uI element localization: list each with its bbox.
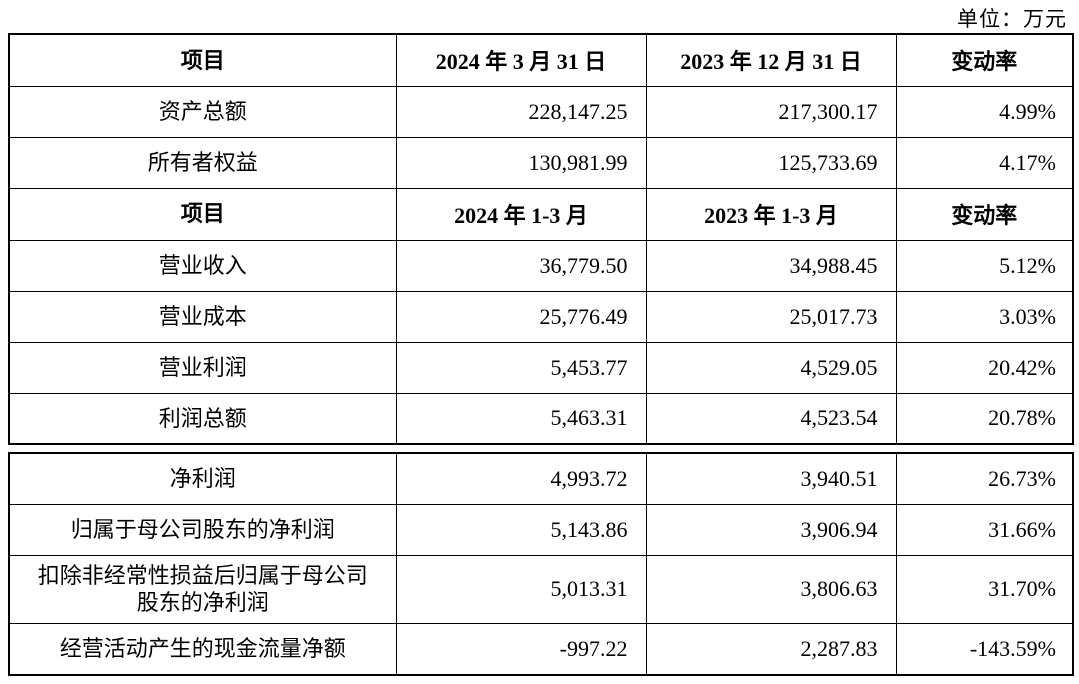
- header-period-prior: 2023 年 1-3 月: [645, 187, 897, 241]
- header-change-rate: 变动率: [895, 33, 1074, 87]
- value-current-cell: 36,779.50: [395, 239, 647, 292]
- value-current-cell: 25,776.49: [395, 290, 647, 343]
- value-prior-cell: 125,733.69: [645, 136, 897, 189]
- value-prior-cell: 3,906.94: [645, 503, 897, 556]
- change-rate-cell: 20.78%: [895, 392, 1074, 445]
- value-prior-cell: 2,287.83: [645, 622, 897, 676]
- table-row: 所有者权益 130,981.99 125,733.69 4.17%: [8, 136, 1074, 189]
- header-change-rate: 变动率: [895, 187, 1074, 241]
- item-cell: 扣除非经常性损益后归属于母公司股东的净利润: [8, 554, 397, 624]
- table-header-balance: 项目 2024 年 3 月 31 日 2023 年 12 月 31 日 变动率: [8, 33, 1074, 87]
- header-date-prior: 2023 年 12 月 31 日: [645, 33, 897, 87]
- table-row: 营业收入 36,779.50 34,988.45 5.12%: [8, 239, 1074, 292]
- value-current-cell: 228,147.25: [395, 85, 647, 138]
- header-item: 项目: [8, 33, 397, 87]
- change-rate-cell: 3.03%: [895, 290, 1074, 343]
- change-rate-cell: 4.17%: [895, 136, 1074, 189]
- financial-summary-table-top: 项目 2024 年 3 月 31 日 2023 年 12 月 31 日 变动率 …: [8, 33, 1074, 445]
- change-rate-cell: -143.59%: [895, 622, 1074, 676]
- value-prior-cell: 3,806.63: [645, 554, 897, 624]
- value-current-cell: 4,993.72: [395, 452, 647, 505]
- table-row: 利润总额 5,463.31 4,523.54 20.78%: [8, 392, 1074, 445]
- value-prior-cell: 34,988.45: [645, 239, 897, 292]
- table-header-income: 项目 2024 年 1-3 月 2023 年 1-3 月 变动率: [8, 187, 1074, 241]
- table-row: 扣除非经常性损益后归属于母公司股东的净利润 5,013.31 3,806.63 …: [8, 554, 1074, 624]
- value-current-cell: 5,013.31: [395, 554, 647, 624]
- change-rate-cell: 31.70%: [895, 554, 1074, 624]
- table-row: 净利润 4,993.72 3,940.51 26.73%: [8, 452, 1074, 505]
- table-row: 营业利润 5,453.77 4,529.05 20.42%: [8, 341, 1074, 394]
- item-cell: 所有者权益: [8, 136, 397, 189]
- value-prior-cell: 4,523.54: [645, 392, 897, 445]
- value-prior-cell: 217,300.17: [645, 85, 897, 138]
- item-cell: 资产总额: [8, 85, 397, 138]
- financial-summary-table-bottom: 净利润 4,993.72 3,940.51 26.73% 归属于母公司股东的净利…: [8, 452, 1074, 676]
- item-cell: 营业收入: [8, 239, 397, 292]
- table-row: 资产总额 228,147.25 217,300.17 4.99%: [8, 85, 1074, 138]
- item-cell: 利润总额: [8, 392, 397, 445]
- value-prior-cell: 3,940.51: [645, 452, 897, 505]
- item-cell: 营业成本: [8, 290, 397, 343]
- item-cell: 净利润: [8, 452, 397, 505]
- item-cell: 归属于母公司股东的净利润: [8, 503, 397, 556]
- table-row: 营业成本 25,776.49 25,017.73 3.03%: [8, 290, 1074, 343]
- change-rate-cell: 20.42%: [895, 341, 1074, 394]
- table-row: 归属于母公司股东的净利润 5,143.86 3,906.94 31.66%: [8, 503, 1074, 556]
- header-period-current: 2024 年 1-3 月: [395, 187, 647, 241]
- change-rate-cell: 5.12%: [895, 239, 1074, 292]
- change-rate-cell: 26.73%: [895, 452, 1074, 505]
- table-row: 经营活动产生的现金流量净额 -997.22 2,287.83 -143.59%: [8, 622, 1074, 676]
- unit-label: 单位：万元: [957, 7, 1067, 31]
- item-cell: 经营活动产生的现金流量净额: [8, 622, 397, 676]
- value-current-cell: 130,981.99: [395, 136, 647, 189]
- header-date-current: 2024 年 3 月 31 日: [395, 33, 647, 87]
- value-current-cell: 5,143.86: [395, 503, 647, 556]
- header-item: 项目: [8, 187, 397, 241]
- value-prior-cell: 25,017.73: [645, 290, 897, 343]
- value-current-cell: 5,463.31: [395, 392, 647, 445]
- item-cell: 营业利润: [8, 341, 397, 394]
- change-rate-cell: 4.99%: [895, 85, 1074, 138]
- value-current-cell: -997.22: [395, 622, 647, 676]
- change-rate-cell: 31.66%: [895, 503, 1074, 556]
- value-current-cell: 5,453.77: [395, 341, 647, 394]
- value-prior-cell: 4,529.05: [645, 341, 897, 394]
